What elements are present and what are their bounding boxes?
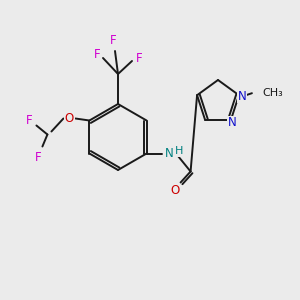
Text: O: O (170, 184, 179, 197)
Text: F: F (35, 151, 42, 164)
Text: CH₃: CH₃ (262, 88, 283, 98)
Text: F: F (136, 52, 142, 64)
Text: N: N (238, 90, 246, 103)
Text: O: O (65, 112, 74, 125)
Text: H: H (174, 146, 183, 157)
Text: N: N (228, 116, 236, 129)
Text: N: N (165, 147, 174, 160)
Text: F: F (110, 34, 116, 47)
Text: F: F (94, 49, 100, 62)
Text: F: F (26, 114, 33, 127)
